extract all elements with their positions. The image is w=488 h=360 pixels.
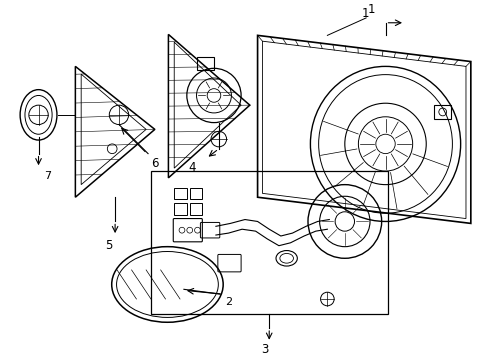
Text: 5: 5 [105, 239, 113, 252]
Text: 7: 7 [44, 171, 51, 181]
Text: 1: 1 [367, 3, 375, 16]
Text: 6: 6 [151, 157, 158, 170]
Text: 2: 2 [225, 297, 232, 307]
Text: 4: 4 [187, 161, 195, 174]
Text: 1: 1 [361, 7, 368, 20]
Text: 3: 3 [260, 343, 267, 356]
